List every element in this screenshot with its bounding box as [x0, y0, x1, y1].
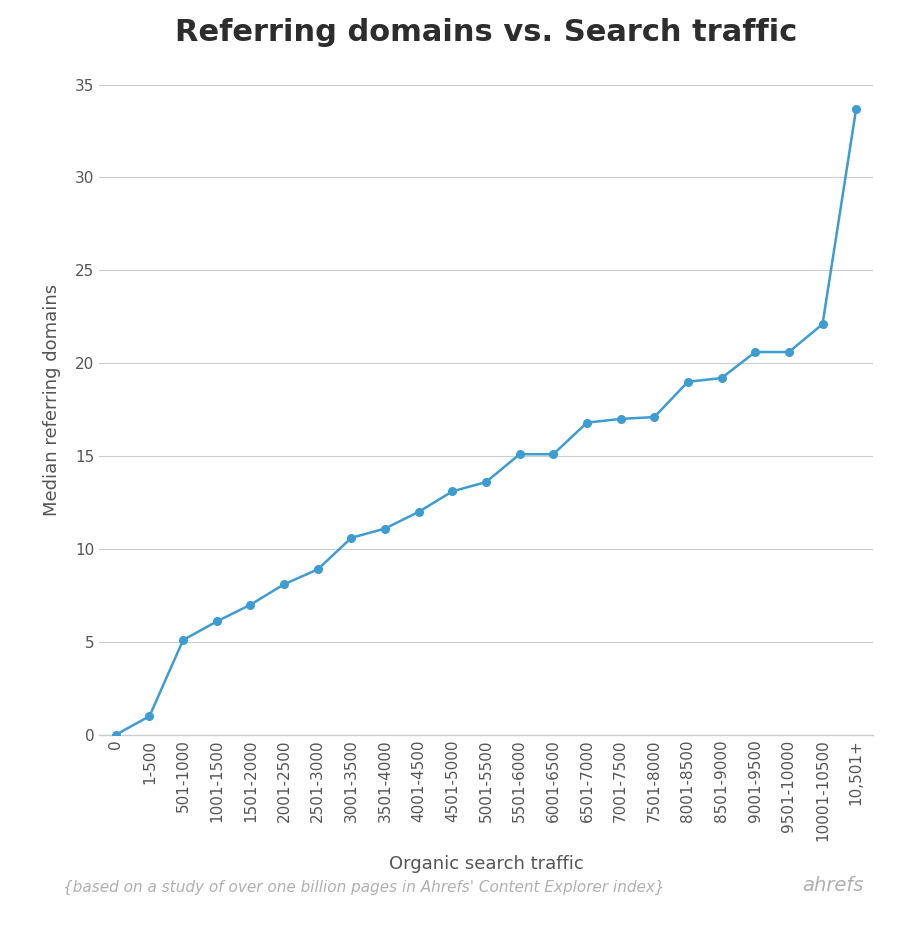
Y-axis label: Median referring domains: Median referring domains — [43, 284, 61, 516]
Title: Referring domains vs. Search traffic: Referring domains vs. Search traffic — [175, 18, 797, 47]
Text: ahrefs: ahrefs — [803, 876, 864, 895]
X-axis label: Organic search traffic: Organic search traffic — [389, 855, 583, 873]
Text: {based on a study of over one billion pages in Ahrefs' Content Explorer index}: {based on a study of over one billion pa… — [63, 880, 664, 895]
